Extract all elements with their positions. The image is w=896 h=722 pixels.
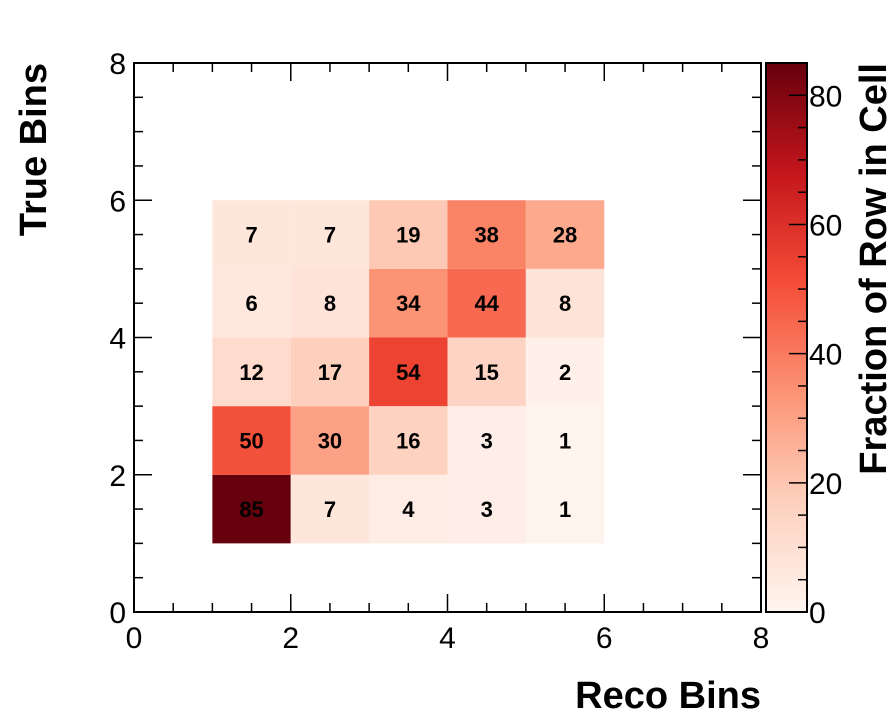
y-tick-label: 4	[109, 323, 126, 356]
cell-value-label: 1	[559, 428, 571, 453]
colorbar-tick-label: 40	[809, 339, 842, 372]
colorbar-tick-label: 60	[809, 209, 842, 242]
axis-ticks: 0 2 4 6 8 0 2 4 6 8	[109, 48, 769, 655]
colorbar-tick-label: 0	[809, 597, 826, 630]
cell-value-label: 1	[559, 497, 571, 522]
cell-value-label: 3	[481, 428, 493, 453]
x-axis-title: Reco Bins	[575, 675, 761, 717]
cell-value-label: 7	[245, 223, 257, 248]
cell-value-label: 50	[239, 428, 263, 453]
x-tick-label: 4	[439, 622, 456, 655]
cell-value-label: 38	[474, 223, 498, 248]
heatmap-cell	[525, 337, 605, 407]
colorbar-tick-label: 20	[809, 468, 842, 501]
heatmap-cell	[447, 337, 526, 407]
heatmap-cell	[447, 406, 526, 475]
cell-value-label: 28	[553, 223, 577, 248]
y-tick-label: 0	[109, 597, 126, 630]
cell-value-label: 8	[324, 291, 336, 316]
y-axis-title: True Bins	[13, 63, 55, 236]
heatmap-cell	[212, 337, 291, 407]
x-tick-label: 2	[282, 622, 299, 655]
x-tick-label: 6	[596, 622, 613, 655]
heatmap-cell	[525, 406, 605, 475]
cell-value-label: 17	[318, 360, 342, 385]
heatmap-cell	[212, 406, 291, 475]
x-tick-label: 8	[753, 622, 770, 655]
cell-value-label: 15	[474, 360, 498, 385]
cell-value-label: 44	[474, 291, 499, 316]
cell-value-label: 54	[396, 360, 421, 385]
y-tick-label: 8	[109, 48, 126, 81]
heatmap-cell	[525, 268, 605, 338]
heatmap-cell	[447, 268, 526, 338]
cell-value-label: 8	[559, 291, 571, 316]
heatmap-cell	[447, 474, 526, 544]
heatmap-cell	[290, 268, 370, 338]
cell-value-label: 2	[559, 360, 571, 385]
cell-value-label: 12	[239, 360, 263, 385]
heatmap-cell	[212, 474, 291, 544]
cell-value-label: 16	[396, 428, 420, 453]
cell-value-label: 3	[481, 497, 493, 522]
heatmap-cell	[212, 268, 291, 338]
heatmap-cell	[290, 200, 370, 269]
colorbar-gradient	[765, 62, 808, 613]
heatmap-cell	[525, 200, 605, 269]
y-tick-label: 2	[109, 460, 126, 493]
y-tick-label: 6	[109, 185, 126, 218]
heatmap-cell	[369, 268, 448, 338]
heatmap-cells: 85 7 4 3 1 50 30 16 3 1 12 17 54 15 2 6 8 34 44 8 7 7 19 38 28	[212, 200, 605, 544]
cell-value-label: 34	[396, 291, 421, 316]
heatmap-cell	[369, 337, 448, 407]
cell-value-label: 30	[318, 428, 342, 453]
cell-value-label: 85	[239, 497, 263, 522]
cell-value-label: 4	[402, 497, 415, 522]
heatmap-cell	[290, 406, 370, 475]
heatmap-cell	[369, 200, 448, 269]
colorbar: 0 20 40 60 80	[765, 62, 842, 630]
heatmap-cell	[290, 337, 370, 407]
colorbar-title: Fraction of Row in Cell	[853, 63, 895, 475]
colorbar-tick-label: 80	[809, 80, 842, 113]
heatmap-cell	[525, 474, 605, 544]
heatmap-cell	[212, 200, 291, 269]
cell-value-label: 6	[245, 291, 257, 316]
x-tick-label: 0	[126, 622, 143, 655]
heatmap-cell	[369, 474, 448, 544]
cell-value-label: 7	[324, 497, 336, 522]
cell-value-label: 7	[324, 223, 336, 248]
heatmap-cell	[369, 406, 448, 475]
cell-value-label: 19	[396, 223, 420, 248]
heatmap-cell	[447, 200, 526, 269]
heatmap-cell	[290, 474, 370, 544]
